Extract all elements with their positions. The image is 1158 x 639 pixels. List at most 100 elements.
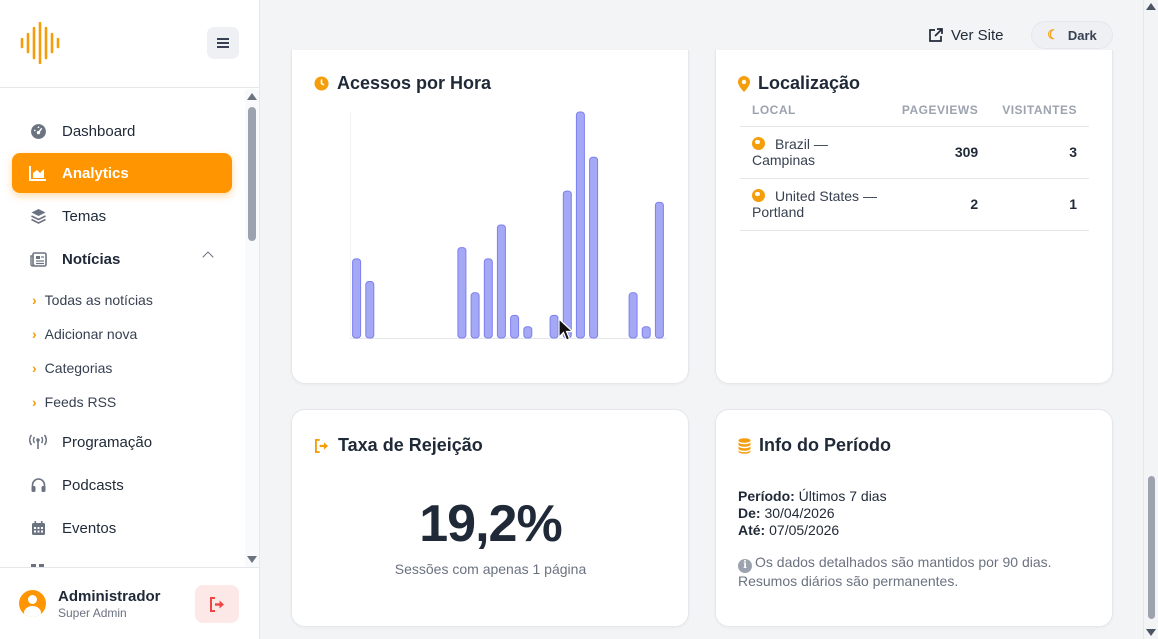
scroll-down-arrow-icon[interactable]: [1146, 629, 1156, 636]
sidebar-item-analytics[interactable]: Analytics: [12, 153, 232, 193]
sidebar-header: [0, 0, 259, 88]
sidebar-item-partial[interactable]: [12, 551, 232, 567]
subnav-item-adicionar-nova[interactable]: › Adicionar nova: [32, 324, 137, 344]
period-details: Período: Últimos 7 dias De: 30/04/2026 A…: [738, 488, 887, 539]
hourly-bar-chart: [350, 111, 666, 339]
retention-note: i Os dados detalhados são mantidos por 90…: [738, 554, 1088, 590]
page-scrollbar[interactable]: [1143, 0, 1158, 639]
ver-site-link[interactable]: Ver Site: [928, 24, 1004, 46]
hamburger-icon: [217, 42, 229, 44]
database-icon: [738, 437, 751, 454]
bounce-rate-value: 19,2%: [419, 495, 562, 553]
chart-bar-hour-23[interactable]: [654, 201, 664, 339]
broadcast-icon: [28, 432, 48, 452]
sidebar-item-dashboard[interactable]: Dashboard: [12, 111, 232, 151]
chevron-right-icon: ›: [32, 292, 37, 308]
theme-toggle-label: Dark: [1067, 27, 1097, 43]
chart-bar-hour-21[interactable]: [628, 292, 638, 339]
sidebar-item-label: Analytics: [62, 164, 129, 182]
subnav-label: Adicionar nova: [44, 326, 138, 342]
pageviews-cell: 309: [889, 126, 991, 179]
scroll-up-arrow-icon[interactable]: [247, 93, 257, 100]
sidebar-item-label: Podcasts: [62, 476, 124, 494]
chart-bar-hour-10[interactable]: [483, 258, 493, 339]
sidebar-item-podcasts[interactable]: Podcasts: [12, 465, 232, 505]
globe-icon: [752, 137, 765, 150]
chart-bar-hour-17[interactable]: [575, 111, 585, 339]
card-title-text: Info do Período: [759, 435, 891, 455]
sidebar-item-label: Programação: [62, 433, 153, 451]
card-title-text: Localização: [758, 73, 861, 93]
scroll-up-arrow-icon[interactable]: [1146, 3, 1156, 10]
location-name: United States — Portland: [752, 188, 877, 220]
sidebar-item-programacao[interactable]: Programação: [12, 422, 232, 462]
card-title: Info do Período: [738, 435, 891, 456]
sidebar-item-label: Temas: [62, 207, 107, 225]
chart-bar-hour-11[interactable]: [496, 224, 506, 339]
sidebar-item-noticias[interactable]: Notícias: [12, 239, 232, 279]
chart-bar-hour-12[interactable]: [510, 314, 520, 339]
external-link-icon: [929, 27, 943, 42]
period-info-card: Info do Período Período: Últimos 7 dias …: [715, 409, 1113, 627]
chart-bar-hour-16[interactable]: [562, 190, 572, 339]
chart-bar-hour-1[interactable]: [365, 281, 375, 339]
chart-bar-hour-13[interactable]: [523, 326, 533, 339]
user-panel: Administrador Super Admin: [0, 567, 259, 639]
chevron-up-icon: [202, 251, 214, 263]
to-value: 07/05/2026: [769, 522, 840, 538]
sidebar-nav: Dashboard Analytics Temas Notícias › Toda…: [0, 89, 259, 567]
card-title-text: Acessos por Hora: [337, 73, 492, 93]
visitors-cell: 1: [990, 178, 1089, 231]
user-name: Administrador: [58, 588, 161, 605]
bounce-rate-card: Taxa de Rejeição 19,2% Sessões com apena…: [291, 409, 689, 627]
avatar[interactable]: [19, 590, 46, 617]
globe-icon: [752, 189, 765, 202]
chevron-right-icon: ›: [32, 326, 37, 342]
scrollbar-thumb[interactable]: [248, 107, 256, 241]
table-header-row: LOCAL PAGEVIEWS VISITANTES: [740, 94, 1089, 127]
chevron-right-icon: ›: [32, 394, 37, 410]
chart-bar-hour-18[interactable]: [589, 156, 599, 339]
info-icon: i: [738, 559, 752, 573]
column-header[interactable]: LOCAL: [740, 94, 890, 127]
headphones-icon: [28, 475, 48, 495]
sidebar-item-label: Eventos: [62, 519, 117, 537]
chart-bar-hour-0[interactable]: [352, 258, 362, 339]
sidebar: Dashboard Analytics Temas Notícias › Toda…: [0, 0, 260, 639]
map-pin-icon: [738, 75, 750, 92]
sidebar-scrollbar[interactable]: [245, 89, 259, 567]
chart-bar-hour-22[interactable]: [641, 326, 651, 339]
sidebar-item-eventos[interactable]: Eventos: [12, 508, 232, 548]
column-header[interactable]: VISITANTES: [990, 94, 1089, 127]
location-table: LOCAL PAGEVIEWS VISITANTES Brazil — Camp…: [740, 94, 1089, 231]
location-cell: United States — Portland: [740, 178, 890, 231]
calendar-icon: [28, 518, 48, 538]
period-value: Últimos 7 dias: [798, 488, 887, 504]
layers-icon: [28, 206, 48, 226]
card-title: Localização: [738, 73, 860, 94]
clock-icon: [314, 76, 329, 91]
scrollbar-thumb[interactable]: [1148, 476, 1155, 619]
retention-note-text: Os dados detalhados são mantidos por 90 …: [738, 554, 1052, 589]
theme-toggle-button[interactable]: ☾ Dark: [1031, 21, 1113, 49]
to-row: Até: 07/05/2026: [738, 522, 887, 539]
column-header[interactable]: PAGEVIEWS: [889, 94, 991, 127]
user-role: Super Admin: [58, 606, 127, 620]
subnav-item-feeds-rss[interactable]: › Feeds RSS: [32, 392, 116, 412]
sign-out-icon: [314, 438, 330, 453]
scroll-down-arrow-icon[interactable]: [247, 556, 257, 563]
logo-soundwave-icon[interactable]: [18, 22, 62, 64]
subnav-item-todas-noticias[interactable]: › Todas as notícias: [32, 290, 153, 310]
ver-site-label: Ver Site: [951, 26, 1004, 44]
subnav-item-categorias[interactable]: › Categorias: [32, 358, 112, 378]
card-title: Acessos por Hora: [314, 73, 491, 94]
chart-area-icon: [28, 163, 48, 183]
logout-button[interactable]: [195, 585, 239, 623]
location-card: Localização LOCAL PAGEVIEWS VISITANTES B…: [715, 50, 1113, 384]
chart-bar-hour-15[interactable]: [549, 314, 559, 339]
to-label: Até:: [738, 522, 766, 538]
chart-bar-hour-8[interactable]: [457, 247, 467, 339]
sidebar-item-temas[interactable]: Temas: [12, 196, 232, 236]
chart-bar-hour-9[interactable]: [470, 292, 480, 339]
menu-toggle-button[interactable]: [207, 27, 239, 59]
